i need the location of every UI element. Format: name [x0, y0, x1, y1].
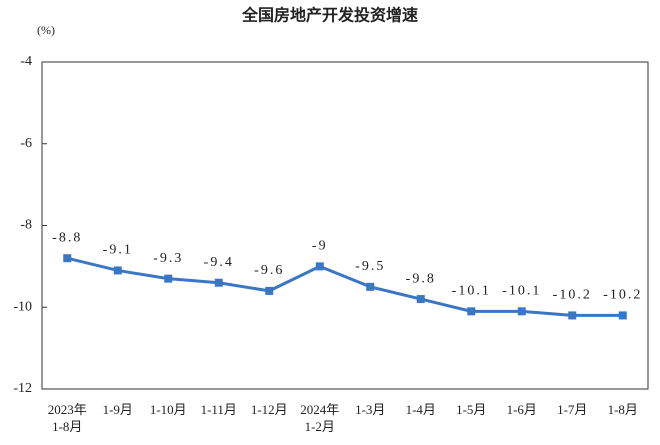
x-tick-label: 1-5月: [456, 402, 487, 417]
y-tick-label: -6: [20, 136, 32, 151]
marker: [568, 311, 577, 320]
y-tick-label: -8: [20, 218, 32, 233]
marker: [63, 254, 72, 263]
marker: [366, 282, 375, 291]
marker: [467, 307, 476, 316]
marker: [265, 286, 274, 295]
marker: [113, 266, 122, 275]
x-tick-label: 1-6月: [506, 402, 537, 417]
x-tick-label: 1-8月: [607, 402, 638, 417]
data-label: -9.6: [254, 263, 284, 278]
data-label: -9.5: [355, 259, 385, 274]
plot-frame: [41, 61, 649, 390]
data-label: -9: [312, 239, 328, 254]
data-label: -9.1: [103, 243, 133, 258]
x-tick-label: 1-7月: [557, 402, 588, 417]
marker: [164, 274, 173, 283]
x-tick-label: 1-9月: [102, 402, 133, 417]
x-tick-label: 1-11月: [200, 402, 237, 417]
chart-title: 全国房地产开发投资增速: [241, 6, 418, 25]
data-label: -10.2: [603, 288, 642, 303]
marker: [618, 311, 627, 320]
data-label: -9.4: [204, 255, 234, 270]
x-tick-label: 2023年 1-8月: [47, 402, 87, 434]
data-label: -9.3: [153, 251, 183, 266]
marker: [214, 278, 223, 287]
y-tick-label: -4: [20, 54, 32, 69]
y-tick-label: -10: [13, 299, 32, 314]
data-label: -10.2: [553, 288, 592, 303]
y-axis-label: (%): [37, 23, 55, 37]
x-tick-label: 1-12月: [250, 402, 288, 417]
data-label: -10.1: [452, 284, 491, 299]
x-tick-label: 1-4月: [405, 402, 436, 417]
marker: [315, 262, 324, 271]
marker: [517, 307, 526, 316]
x-tick-label: 1-10月: [149, 402, 187, 417]
data-label: -8.8: [52, 230, 82, 245]
data-label: -10.1: [502, 284, 541, 299]
series-line: [66, 256, 623, 317]
y-tick-label: -12: [13, 381, 32, 396]
marker: [416, 295, 425, 304]
x-tick-label: 2024年 1-2月: [300, 402, 340, 434]
data-label: -9.8: [406, 271, 436, 286]
x-tick-label: 1-3月: [355, 402, 386, 417]
